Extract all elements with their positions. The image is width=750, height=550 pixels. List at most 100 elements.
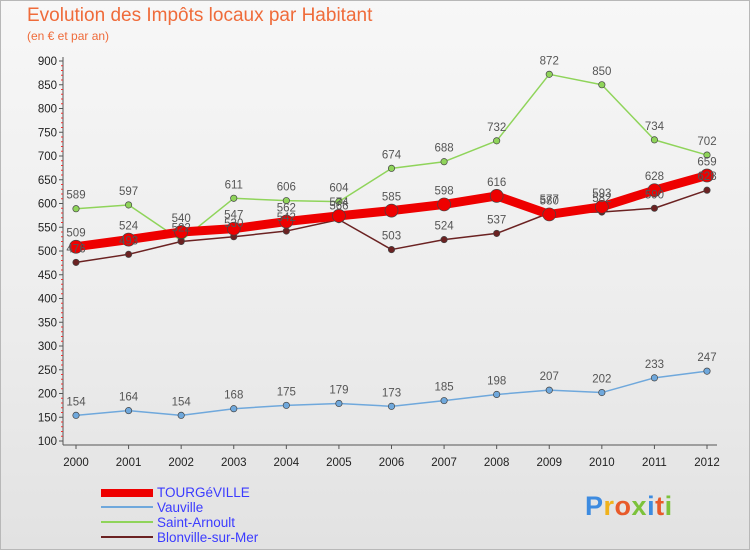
data-point — [493, 390, 501, 399]
data-point — [282, 227, 290, 235]
data-point — [279, 214, 294, 229]
y-tick-label: 250 — [38, 365, 57, 377]
data-label: 179 — [329, 384, 348, 396]
y-tick-label: 750 — [38, 127, 57, 139]
logo-letter: o — [614, 491, 632, 521]
x-tick-label: 2008 — [484, 457, 510, 469]
x-tick-label: 2010 — [589, 457, 615, 469]
x-tick-label: 2003 — [221, 457, 247, 469]
data-point — [387, 402, 396, 410]
data-label: 702 — [697, 136, 716, 148]
legend-item-tourgeville: TOURGéVILLE — [101, 485, 321, 500]
data-point — [282, 401, 290, 409]
data-label: 562 — [277, 203, 296, 215]
data-label: 509 — [66, 228, 85, 240]
data-point — [125, 250, 133, 258]
data-point — [493, 229, 501, 237]
data-point — [700, 168, 714, 183]
data-label: 233 — [645, 359, 664, 371]
y-tick-label: 700 — [38, 151, 57, 163]
data-label: 537 — [487, 214, 506, 226]
data-point — [703, 151, 711, 159]
data-point — [545, 386, 553, 394]
data-point — [650, 204, 658, 212]
x-tick-label: 2001 — [116, 457, 142, 469]
data-label: 590 — [645, 189, 664, 201]
data-label: 175 — [277, 386, 296, 398]
y-tick-label: 850 — [38, 80, 57, 92]
data-label: 503 — [382, 231, 401, 243]
data-label: 872 — [540, 55, 559, 67]
data-label: 616 — [487, 177, 506, 189]
data-label: 628 — [645, 171, 664, 183]
data-label: 732 — [487, 122, 506, 134]
x-tick-label: 2011 — [642, 457, 667, 469]
data-point — [647, 183, 662, 198]
x-tick-label: 2005 — [326, 457, 352, 469]
data-point — [650, 136, 658, 144]
data-point — [598, 388, 606, 397]
data-label: 524 — [434, 221, 454, 233]
data-label: 247 — [697, 352, 716, 364]
y-tick-label: 600 — [38, 199, 57, 211]
logo-letter: i — [647, 491, 656, 521]
legend-item-blonville: Blonville-sur-Mer — [101, 530, 321, 545]
data-label: 476 — [66, 243, 85, 255]
data-point — [69, 239, 83, 254]
legend-label-tourgeville: TOURGéVILLE — [157, 485, 250, 500]
data-label: 688 — [434, 143, 453, 155]
data-label: 524 — [119, 221, 139, 233]
data-label: 168 — [224, 390, 243, 402]
data-label: 154 — [66, 396, 86, 408]
data-point — [440, 158, 448, 166]
data-label: 577 — [540, 194, 559, 206]
y-tick-label: 450 — [38, 270, 57, 282]
data-label: 198 — [487, 375, 506, 387]
y-tick-label: 300 — [38, 341, 57, 353]
data-label: 580 — [540, 195, 559, 207]
y-tick-label: 500 — [38, 246, 57, 258]
data-point — [387, 246, 396, 254]
legend-swatch-blonville — [101, 536, 153, 538]
data-point — [598, 81, 606, 89]
data-point — [121, 232, 136, 247]
data-point — [489, 189, 504, 203]
data-point — [230, 405, 238, 413]
data-point — [282, 197, 290, 205]
data-label: 154 — [172, 396, 192, 408]
data-point — [332, 209, 346, 223]
data-point — [226, 221, 241, 236]
data-point — [387, 164, 396, 172]
legend-label-blonville: Blonville-sur-Mer — [157, 530, 259, 545]
y-tick-label: 100 — [38, 436, 57, 448]
logo-letter: t — [655, 491, 665, 521]
logo-letter: x — [631, 491, 648, 521]
legend-item-saint-arnoult: Saint-Arnoult — [101, 515, 321, 530]
data-label: 582 — [592, 193, 611, 205]
data-label: 597 — [119, 186, 138, 198]
x-tick-label: 2006 — [379, 457, 405, 469]
y-tick-label: 350 — [38, 317, 57, 329]
legend-swatch-vauville — [101, 506, 153, 508]
chart-subtitle: (en € et par an) — [27, 29, 110, 43]
data-label: 589 — [66, 190, 85, 202]
data-point — [72, 205, 80, 213]
data-label: 628 — [697, 171, 716, 183]
data-label: 185 — [434, 382, 453, 394]
data-label: 585 — [382, 192, 401, 204]
data-label: 522 — [172, 223, 191, 235]
data-label: 659 — [697, 156, 716, 168]
x-tick-label: 2002 — [168, 457, 194, 469]
legend-label-saint-arnoult: Saint-Arnoult — [157, 515, 236, 530]
data-point — [335, 399, 343, 408]
logo-letter: i — [664, 491, 673, 521]
data-point — [125, 201, 133, 209]
data-label: 574 — [329, 197, 349, 209]
x-tick-label: 2012 — [694, 457, 720, 469]
legend: TOURGéVILLE Vauville Saint-Arnoult Blonv… — [101, 485, 321, 545]
data-label: 598 — [434, 185, 453, 197]
logo-letter: P — [585, 491, 604, 521]
chart-title: Evolution des Impôts locaux par Habitant — [27, 5, 373, 26]
y-tick-label: 200 — [38, 389, 57, 401]
